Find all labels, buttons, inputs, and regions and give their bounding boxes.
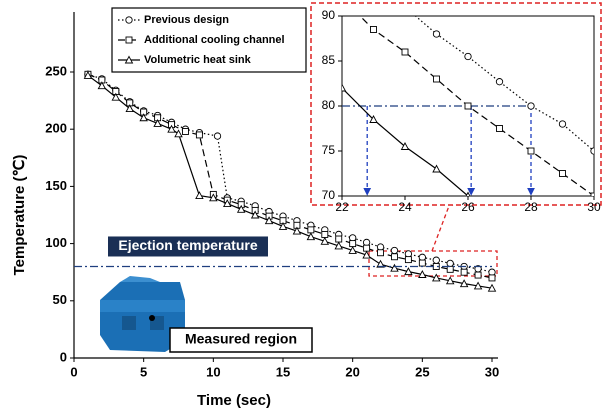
marker xyxy=(402,49,408,55)
y-tick-label: 80 xyxy=(322,98,336,112)
marker xyxy=(591,274,598,281)
marker xyxy=(559,121,565,127)
marker xyxy=(126,17,132,23)
marker xyxy=(391,254,397,260)
y-tick-label: 70 xyxy=(322,188,336,202)
marker xyxy=(433,31,439,37)
marker xyxy=(447,266,453,272)
marker xyxy=(307,233,314,240)
marker xyxy=(371,27,377,33)
marker xyxy=(465,103,471,109)
x-tick-label: 30 xyxy=(485,364,499,379)
marker xyxy=(175,130,182,137)
marker xyxy=(528,103,534,109)
marker xyxy=(434,76,440,82)
marker xyxy=(528,148,534,154)
marker xyxy=(465,53,471,59)
x-tick-label: 10 xyxy=(206,364,220,379)
x-tick-label: 22 xyxy=(335,200,349,214)
marker xyxy=(196,192,203,199)
marker xyxy=(336,236,342,242)
x-tick-label: 20 xyxy=(345,364,359,379)
marker xyxy=(377,244,383,250)
marker xyxy=(363,239,369,245)
y-tick-label: 75 xyxy=(322,143,336,157)
marker xyxy=(433,257,439,263)
x-tick-label: 15 xyxy=(276,364,290,379)
marker xyxy=(475,272,481,278)
marker xyxy=(560,171,566,177)
x-tick-label: 28 xyxy=(524,200,538,214)
marker xyxy=(496,215,503,222)
marker xyxy=(391,247,397,253)
legend-label: Volumetric heat sink xyxy=(144,54,252,66)
y-tick-label: 100 xyxy=(45,235,67,250)
marker xyxy=(447,260,453,266)
zoom-arrow xyxy=(432,198,452,251)
marker xyxy=(196,132,202,138)
legend: Previous design Additional cooling channe… xyxy=(112,8,306,72)
marker xyxy=(350,241,356,247)
chart: Time (sec) Temperature (℃) Measured regi… xyxy=(0,0,603,410)
marker xyxy=(339,0,345,1)
y-tick-label: 150 xyxy=(45,178,67,193)
marker xyxy=(559,256,566,263)
marker xyxy=(349,235,355,241)
x-tick-label: 5 xyxy=(140,364,147,379)
y-tick-label: 0 xyxy=(60,349,67,364)
marker xyxy=(489,275,495,281)
legend-label: Additional cooling channel xyxy=(144,34,285,46)
marker xyxy=(364,245,370,251)
x-tick-label: 24 xyxy=(398,200,412,214)
x-tick-label: 26 xyxy=(461,200,475,214)
marker xyxy=(214,133,220,139)
y-tick-label: 90 xyxy=(322,8,336,22)
legend-label: Previous design xyxy=(144,14,229,26)
x-axis-title: Time (sec) xyxy=(197,392,271,409)
ejection-label: Ejection temperature xyxy=(118,237,257,253)
y-tick-label: 85 xyxy=(322,53,336,67)
y-tick-label: 250 xyxy=(45,63,67,78)
x-tick-label: 30 xyxy=(587,200,601,214)
x-tick-label: 0 xyxy=(70,364,77,379)
marker xyxy=(489,269,495,275)
marker xyxy=(308,227,314,233)
x-tick-label: 25 xyxy=(415,364,429,379)
inset-frame xyxy=(311,3,601,205)
marker xyxy=(497,126,503,132)
marker xyxy=(496,79,502,85)
marker xyxy=(528,238,535,245)
marker xyxy=(419,254,425,260)
marker xyxy=(461,269,467,275)
y-axis-title: Temperature (℃) xyxy=(11,155,28,276)
marker xyxy=(322,231,328,237)
marker xyxy=(378,250,384,256)
y-tick-label: 200 xyxy=(45,121,67,136)
region-label: Measured region xyxy=(185,331,297,347)
marker xyxy=(182,128,188,134)
marker xyxy=(405,251,411,257)
marker xyxy=(419,260,425,266)
marker xyxy=(405,257,411,263)
marker xyxy=(126,37,132,43)
y-tick-label: 50 xyxy=(53,292,67,307)
